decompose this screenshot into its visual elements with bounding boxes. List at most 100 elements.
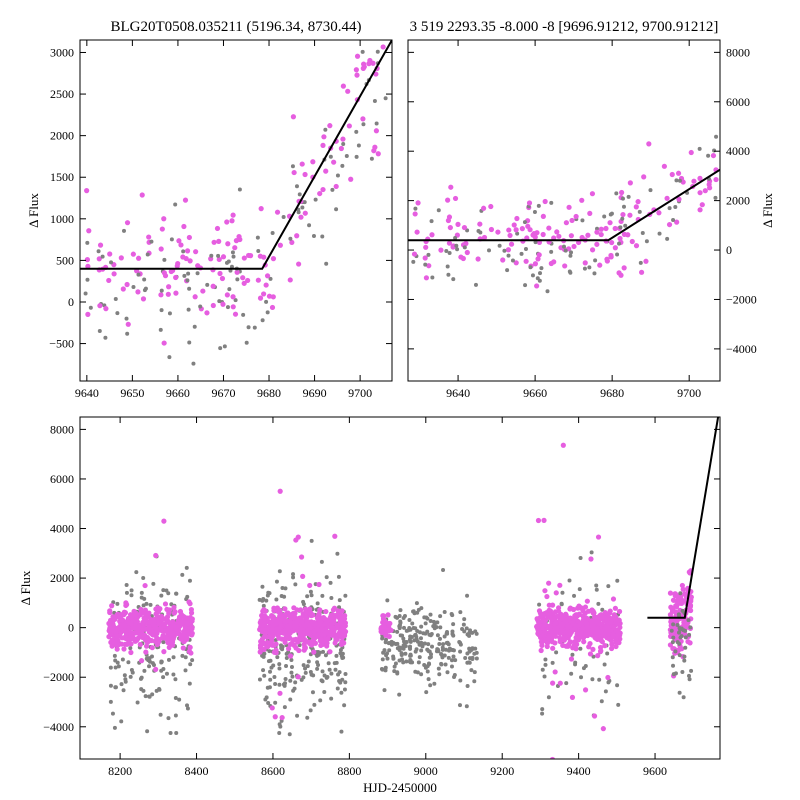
gray-data-point xyxy=(119,719,124,724)
gray-data-point xyxy=(439,661,444,666)
gray-data-point xyxy=(683,635,688,640)
gray-data-point xyxy=(85,277,90,282)
magenta-data-point xyxy=(200,288,206,294)
magenta-data-point xyxy=(576,611,582,617)
gray-data-point xyxy=(340,677,345,682)
gray-data-point xyxy=(422,663,427,668)
magenta-data-point xyxy=(546,633,552,639)
magenta-data-point xyxy=(536,252,542,258)
magenta-data-point xyxy=(604,627,610,633)
gray-data-point xyxy=(284,651,289,656)
gray-data-point xyxy=(268,677,273,682)
magenta-data-point xyxy=(560,442,566,448)
magenta-data-point xyxy=(549,756,556,759)
y-tick-label: 1500 xyxy=(50,170,74,184)
magenta-data-point xyxy=(270,642,276,648)
gray-data-point xyxy=(577,587,582,592)
gray-data-point xyxy=(334,660,339,665)
magenta-data-point xyxy=(138,632,144,639)
magenta-data-point xyxy=(552,609,559,615)
y-tick-label: 500 xyxy=(56,253,74,267)
magenta-data-point xyxy=(573,646,579,652)
gray-data-point xyxy=(171,672,176,677)
gray-data-point xyxy=(280,647,285,652)
gray-data-point xyxy=(319,678,324,683)
magenta-data-point xyxy=(540,231,546,238)
gray-data-point xyxy=(602,662,607,667)
gray-data-point xyxy=(431,619,436,624)
magenta-data-point xyxy=(303,614,309,620)
magenta-data-point xyxy=(157,618,163,624)
magenta-data-point xyxy=(664,195,670,201)
magenta-data-point xyxy=(229,218,235,224)
gray-data-point xyxy=(411,259,416,264)
gray-data-point xyxy=(398,633,403,638)
y-tick-label: 4000 xyxy=(50,522,74,536)
magenta-data-point xyxy=(204,310,210,316)
gray-data-point xyxy=(103,335,108,340)
magenta-data-point xyxy=(287,277,293,283)
magenta-data-point xyxy=(612,245,618,251)
gray-data-point xyxy=(670,655,675,660)
magenta-data-point xyxy=(581,616,587,622)
magenta-data-point xyxy=(608,252,614,259)
magenta-data-point xyxy=(153,552,159,559)
magenta-data-point xyxy=(299,554,305,560)
magenta-data-point xyxy=(582,604,589,610)
magenta-data-point xyxy=(323,621,329,627)
gray-data-point xyxy=(173,696,178,701)
gray-data-point xyxy=(462,629,467,634)
gray-data-point xyxy=(309,672,314,677)
magenta-data-point xyxy=(123,600,129,606)
magenta-data-point xyxy=(544,593,550,600)
magenta-data-point xyxy=(142,626,148,632)
gray-data-point xyxy=(184,597,189,602)
gray-data-point xyxy=(277,682,282,687)
magenta-data-point xyxy=(582,632,589,639)
panel-top-left: BLG20T0508.035211 (5196.34, 8730.44) 9640… xyxy=(26,19,393,400)
magenta-data-point xyxy=(616,270,622,276)
gray-data-point xyxy=(147,694,152,699)
gray-data-point xyxy=(686,618,691,623)
gray-data-point xyxy=(142,668,147,673)
magenta-data-point xyxy=(585,232,591,238)
magenta-data-point xyxy=(292,623,298,629)
magenta-data-point xyxy=(603,225,609,232)
gray-data-point xyxy=(282,705,287,710)
magenta-data-point xyxy=(274,605,281,611)
gray-data-point xyxy=(671,622,676,627)
x-tick-label: 9200 xyxy=(490,764,514,778)
magenta-data-point xyxy=(610,631,616,637)
gray-data-point xyxy=(446,655,451,660)
gray-data-point xyxy=(671,635,676,640)
magenta-data-point xyxy=(84,188,90,194)
gray-data-point xyxy=(543,662,548,667)
gray-data-point xyxy=(419,606,424,611)
magenta-data-point xyxy=(139,192,145,198)
model-fit-line xyxy=(80,40,392,270)
gray-data-point xyxy=(230,250,235,255)
x-tick-label: 9680 xyxy=(600,386,624,400)
gray-data-point xyxy=(589,550,594,555)
gray-data-point xyxy=(568,270,573,275)
gray-data-point xyxy=(337,605,342,610)
magenta-data-point xyxy=(571,243,577,250)
gray-data-point xyxy=(150,661,155,666)
magenta-data-point xyxy=(333,183,339,190)
gray-data-point xyxy=(216,253,221,258)
gray-data-point xyxy=(128,646,133,651)
magenta-data-point xyxy=(597,648,604,655)
magenta-data-point xyxy=(173,274,179,281)
gray-data-point xyxy=(510,258,515,263)
magenta-data-point xyxy=(317,607,323,613)
magenta-data-point xyxy=(604,618,610,625)
gray-data-point xyxy=(289,657,294,662)
gray-data-point xyxy=(173,202,178,207)
magenta-data-point xyxy=(282,606,288,612)
magenta-data-point xyxy=(371,148,377,154)
magenta-data-point xyxy=(373,128,380,134)
gray-data-point xyxy=(273,700,278,705)
gray-data-point xyxy=(445,264,450,269)
gray-data-point xyxy=(461,622,466,627)
gray-data-point xyxy=(381,650,386,655)
